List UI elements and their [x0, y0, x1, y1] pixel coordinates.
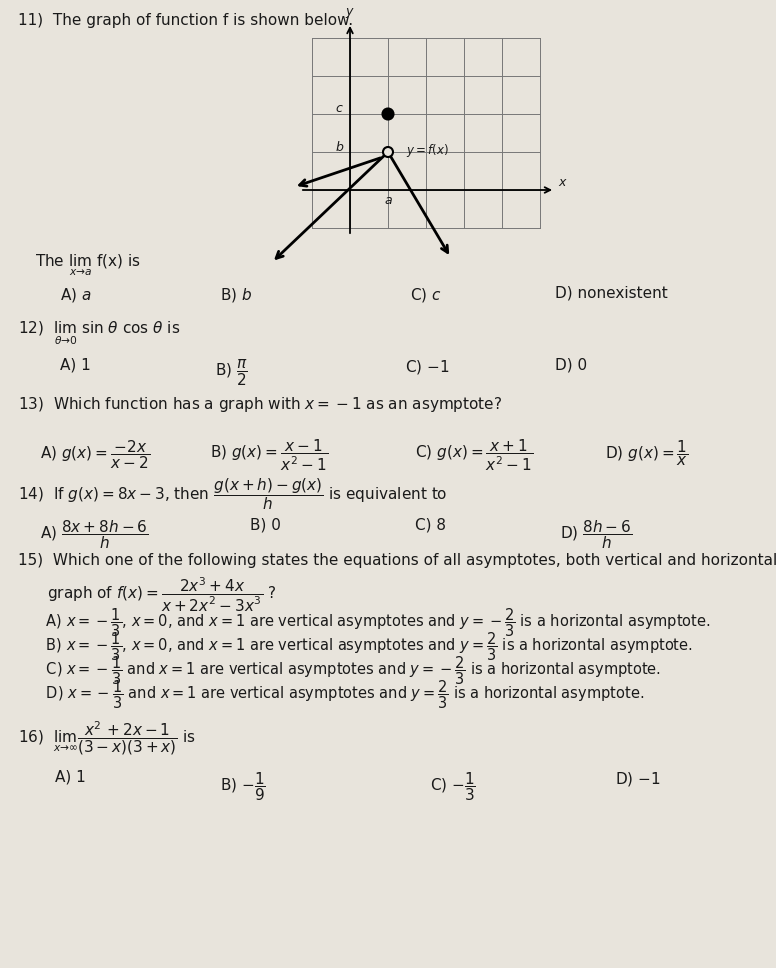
Text: A) 1: A) 1	[55, 770, 86, 785]
Text: 12)  $\lim_{\theta \to 0}$ sin $\theta$ cos $\theta$ is: 12) $\lim_{\theta \to 0}$ sin $\theta$ c…	[18, 320, 180, 348]
Text: $a$: $a$	[383, 194, 393, 207]
Text: C) $g(x) = \dfrac{x+1}{x^2-1}$: C) $g(x) = \dfrac{x+1}{x^2-1}$	[415, 438, 533, 473]
Text: A) 1: A) 1	[60, 358, 91, 373]
Text: A) $x = -\dfrac{1}{3}$, $x = 0$, and $x = 1$ are vertical asymptotes and $y = -\: A) $x = -\dfrac{1}{3}$, $x = 0$, and $x …	[18, 606, 711, 639]
Text: D) $-1$: D) $-1$	[615, 770, 660, 788]
Text: 16)  $\lim_{x \to \infty} \dfrac{x^2+2x-1}{(3-x)(3+x)}$ is: 16) $\lim_{x \to \infty} \dfrac{x^2+2x-1…	[18, 720, 196, 758]
Text: D) nonexistent: D) nonexistent	[555, 286, 668, 301]
Text: A) $\dfrac{8x+8h-6}{h}$: A) $\dfrac{8x+8h-6}{h}$	[40, 518, 148, 551]
Text: $x$: $x$	[558, 176, 568, 190]
Text: C) 8: C) 8	[415, 518, 446, 533]
Text: C) $x = -\dfrac{1}{3}$ and $x = 1$ are vertical asymptotes and $y = -\dfrac{2}{3: C) $x = -\dfrac{1}{3}$ and $x = 1$ are v…	[18, 654, 661, 686]
Text: 15)  Which one of the following states the equations of all asymptotes, both ver: 15) Which one of the following states th…	[18, 553, 776, 568]
Circle shape	[383, 108, 393, 119]
Text: B) $x = -\dfrac{1}{3}$, $x = 0$, and $x = 1$ are vertical asymptotes and $y = \d: B) $x = -\dfrac{1}{3}$, $x = 0$, and $x …	[18, 630, 693, 662]
Text: A) $g(x) = \dfrac{-2x}{x-2}$: A) $g(x) = \dfrac{-2x}{x-2}$	[40, 438, 150, 470]
Text: graph of $f(x) = \dfrac{2x^3+4x}{x+2x^2-3x^3}$ ?: graph of $f(x) = \dfrac{2x^3+4x}{x+2x^2-…	[18, 576, 277, 614]
Text: B) $\dfrac{\pi}{2}$: B) $\dfrac{\pi}{2}$	[215, 358, 248, 388]
Text: C) $-\dfrac{1}{3}$: C) $-\dfrac{1}{3}$	[430, 770, 476, 802]
Text: A) $a$: A) $a$	[60, 286, 92, 304]
Text: $c$: $c$	[335, 103, 344, 115]
Text: B) $b$: B) $b$	[220, 286, 252, 304]
Text: $y$: $y$	[345, 6, 355, 20]
Text: B) $g(x) = \dfrac{x-1}{x^2-1}$: B) $g(x) = \dfrac{x-1}{x^2-1}$	[210, 438, 328, 473]
Text: D) $x = -\dfrac{1}{3}$ and $x = 1$ are vertical asymptotes and $y = \dfrac{2}{3}: D) $x = -\dfrac{1}{3}$ and $x = 1$ are v…	[18, 678, 644, 711]
Text: 13)  Which function has a graph with $x = -1$ as an asymptote?: 13) Which function has a graph with $x =…	[18, 395, 502, 414]
Text: C) $-1$: C) $-1$	[405, 358, 449, 376]
Text: $y = f(x)$: $y = f(x)$	[406, 142, 449, 159]
Text: C) $c$: C) $c$	[410, 286, 442, 304]
Text: B) 0: B) 0	[250, 518, 281, 533]
Text: $b$: $b$	[334, 140, 344, 154]
Text: D) $g(x) = \dfrac{1}{x}$: D) $g(x) = \dfrac{1}{x}$	[605, 438, 688, 468]
Text: The $\lim_{x \to a}$ f(x) is: The $\lim_{x \to a}$ f(x) is	[35, 253, 141, 278]
Text: D) 0: D) 0	[555, 358, 587, 373]
Text: 11)  The graph of function f is shown below.: 11) The graph of function f is shown bel…	[18, 13, 353, 28]
Circle shape	[383, 147, 393, 157]
Text: D) $\dfrac{8h-6}{h}$: D) $\dfrac{8h-6}{h}$	[560, 518, 632, 551]
Text: B) $-\dfrac{1}{9}$: B) $-\dfrac{1}{9}$	[220, 770, 265, 802]
Text: 14)  If $g(x) = 8x - 3$, then $\dfrac{g(x+h)-g(x)}{h}$ is equivalent to: 14) If $g(x) = 8x - 3$, then $\dfrac{g(x…	[18, 476, 448, 512]
